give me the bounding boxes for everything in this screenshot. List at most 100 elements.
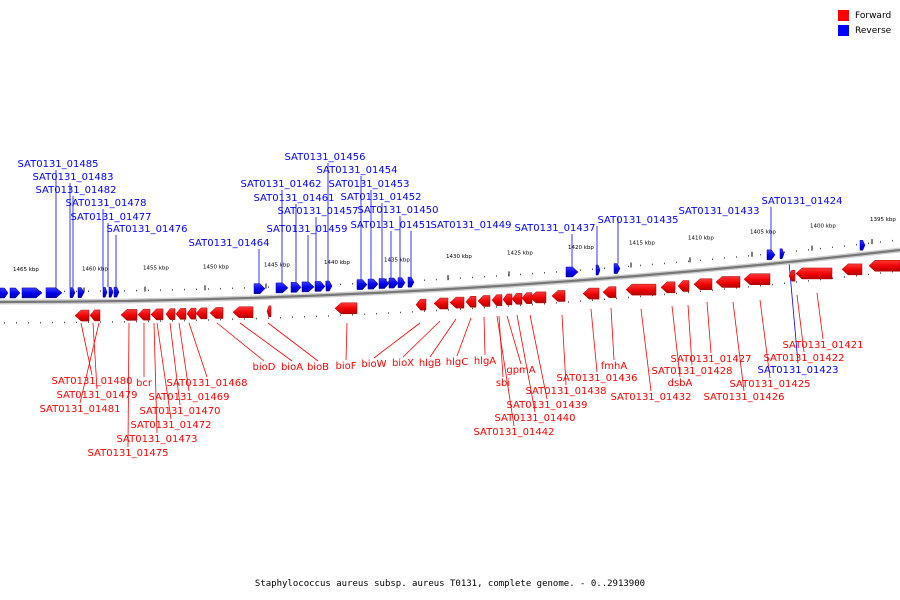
reverse-gene-arrow[interactable] [613,263,621,274]
forward-gene-label[interactable]: SAT0131_01425 [730,379,811,390]
reverse-gene-label[interactable]: SAT0131_01456 [285,152,366,163]
forward-gene-label[interactable]: bcr [136,378,153,389]
forward-gene-label[interactable]: SAT0131_01422 [764,353,845,364]
reverse-gene-arrow[interactable] [69,287,76,298]
forward-gene-label[interactable]: SAT0131_01470 [140,406,221,417]
forward-gene-label[interactable]: dsbA [668,378,693,389]
reverse-gene-arrow[interactable] [9,287,21,299]
reverse-gene-label[interactable]: SAT0131_01450 [358,205,439,216]
reverse-gene-label[interactable]: SAT0131_01433 [679,206,760,217]
reverse-gene-label[interactable]: SAT0131_01459 [267,224,348,235]
reverse-gene-label[interactable]: SAT0131_01464 [189,238,270,249]
reverse-gene-arrow[interactable] [325,280,333,292]
forward-gene-arrow[interactable] [625,283,657,296]
forward-gene-arrow[interactable] [582,287,600,300]
forward-gene-arrow[interactable] [186,307,197,320]
forward-gene-arrow[interactable] [150,308,164,321]
reverse-gene-arrow[interactable] [45,287,63,299]
reverse-gene-arrow[interactable] [356,279,368,290]
reverse-gene-arrow[interactable] [0,287,9,299]
forward-gene-arrow[interactable] [477,295,491,307]
forward-gene-arrow[interactable] [209,307,224,319]
reverse-gene-arrow[interactable] [108,286,114,298]
forward-gene-label[interactable]: gpmA [506,365,535,376]
reverse-gene-label[interactable]: SAT0131_01424 [762,196,843,207]
reverse-gene-label[interactable]: SAT0131_01451 [351,220,432,231]
forward-gene-label[interactable]: SAT0131_01472 [131,420,212,431]
reverse-gene-arrow[interactable] [301,281,315,293]
forward-gene-arrow[interactable] [677,280,690,292]
forward-gene-label[interactable]: SAT0131_01427 [671,354,752,365]
reverse-gene-label[interactable]: SAT0131_01462 [241,179,322,190]
reverse-gene-label[interactable]: SAT0131_01485 [18,159,99,170]
reverse-gene-label[interactable]: SAT0131_01477 [71,212,152,223]
forward-gene-label[interactable]: bioD [253,362,276,373]
reverse-gene-label[interactable]: SAT0131_01478 [66,198,147,209]
forward-gene-label[interactable]: SAT0131_01479 [57,390,138,401]
reverse-gene-arrow[interactable] [766,249,776,261]
reverse-gene-arrow[interactable] [378,278,390,289]
forward-gene-arrow[interactable] [743,273,771,285]
forward-gene-arrow[interactable] [175,308,187,320]
forward-gene-arrow[interactable] [788,269,796,282]
forward-gene-label[interactable]: bioF [336,361,357,372]
forward-gene-label[interactable]: hlgC [446,357,468,368]
forward-gene-label[interactable]: SAT0131_01480 [52,376,133,387]
reverse-gene-label[interactable]: SAT0131_01454 [317,165,398,176]
forward-gene-label[interactable]: SAT0131_01481 [40,404,121,415]
forward-gene-arrow[interactable] [137,308,151,321]
forward-gene-label[interactable]: hlgA [474,356,496,367]
forward-gene-arrow[interactable] [841,263,863,276]
forward-gene-arrow[interactable] [266,305,272,318]
forward-gene-arrow[interactable] [511,293,523,305]
reverse-gene-arrow[interactable] [565,266,579,278]
forward-gene-arrow[interactable] [491,294,503,306]
reverse-gene-arrow[interactable] [102,287,108,298]
forward-gene-arrow[interactable] [415,298,427,311]
reverse-gene-arrow[interactable] [388,277,399,289]
forward-gene-arrow[interactable] [449,296,465,309]
reverse-gene-arrow[interactable] [290,282,302,293]
forward-gene-arrow[interactable] [433,297,449,310]
forward-gene-label[interactable]: SAT0131_01439 [507,400,588,411]
forward-gene-arrow[interactable] [795,267,833,280]
forward-gene-arrow[interactable] [232,306,254,318]
reverse-gene-arrow[interactable] [779,248,785,259]
reverse-gene-label[interactable]: SAT0131_01453 [329,179,410,190]
reverse-gene-label[interactable]: SAT0131_01452 [341,192,422,203]
forward-gene-label[interactable]: bioA [281,362,303,373]
reverse-gene-label[interactable]: SAT0131_01483 [33,172,114,183]
reverse-gene-arrow[interactable] [407,276,415,288]
forward-gene-arrow[interactable] [715,276,741,288]
forward-gene-label[interactable]: hlgB [419,358,441,369]
forward-gene-label[interactable]: SAT0131_01438 [526,386,607,397]
forward-gene-label[interactable]: bioB [307,362,329,373]
reverse-gene-arrow[interactable] [595,264,601,276]
reverse-gene-arrow[interactable] [859,239,866,251]
forward-gene-label[interactable]: SAT0131_01426 [704,392,785,403]
forward-gene-label[interactable]: SAT0131_01440 [495,413,576,424]
forward-gene-arrow[interactable] [334,302,358,315]
reverse-gene-label[interactable]: SAT0131_01449 [431,220,512,231]
reverse-gene-arrow[interactable] [21,287,43,299]
forward-gene-label[interactable]: SAT0131_01469 [149,392,230,403]
forward-gene-label[interactable]: fmhA [601,361,628,372]
forward-gene-arrow[interactable] [195,307,208,320]
reverse-gene-label[interactable]: SAT0131_01457 [278,206,359,217]
forward-gene-label[interactable]: sbi [496,378,510,389]
forward-gene-label[interactable]: SAT0131_01473 [117,434,198,445]
forward-gene-arrow[interactable] [551,290,566,302]
forward-gene-label[interactable]: bioW [361,359,386,370]
forward-gene-arrow[interactable] [868,260,900,272]
reverse-gene-arrow[interactable] [397,277,406,288]
forward-gene-label[interactable]: SAT0131_01421 [783,340,864,351]
forward-gene-label[interactable]: SAT0131_01468 [167,378,248,389]
forward-gene-arrow[interactable] [465,296,477,308]
forward-gene-label[interactable]: SAT0131_01475 [88,448,169,459]
forward-gene-arrow[interactable] [165,308,176,320]
forward-gene-arrow[interactable] [89,309,101,322]
reverse-gene-arrow[interactable] [253,283,266,294]
forward-gene-arrow[interactable] [502,293,513,306]
forward-gene-label[interactable]: SAT0131_01442 [474,427,555,438]
forward-gene-arrow[interactable] [74,309,90,322]
